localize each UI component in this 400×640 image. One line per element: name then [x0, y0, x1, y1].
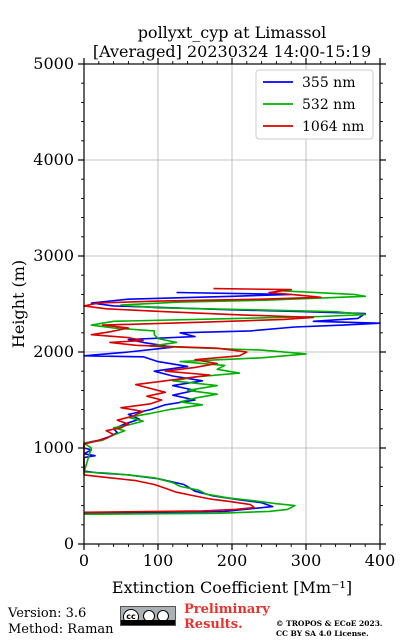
copyright-line1: © TROPOS & ECoE 2023. [276, 619, 383, 628]
y-axis-label: Height (m) [9, 260, 28, 348]
x-tick-label: 200 [217, 551, 248, 570]
chart-title-line2: [Averaged] 20230324 14:00-15:19 [93, 42, 371, 61]
preliminary-line1: Preliminary [184, 602, 270, 617]
legend-box [255, 69, 374, 140]
extinction-profile-chart: pollyxt_cyp at Limassol [Averaged] 20230… [9, 23, 395, 597]
x-tick-label: 0 [79, 551, 89, 570]
y-tick-label: 0 [64, 534, 74, 553]
y-tick-label: 1000 [33, 438, 74, 457]
legend-label: 532 nm [302, 97, 355, 113]
method-text: Method: Raman [8, 622, 114, 637]
y-tick-label: 4000 [33, 150, 74, 169]
chart-title-line1: pollyxt_cyp at Limassol [138, 23, 327, 42]
cc-by-sa-icon: cc [120, 606, 176, 626]
legend-label: 1064 nm [302, 119, 364, 135]
version-text: Version: 3.6 [8, 606, 87, 621]
x-axis-label: Extinction Coefficient [Mm⁻¹] [112, 578, 352, 597]
series-line-532-nm [83, 289, 367, 515]
series-layer [83, 287, 381, 515]
y-tick-label: 2000 [33, 342, 74, 361]
x-tick-label: 100 [143, 551, 174, 570]
legend-label: 355 nm [302, 75, 355, 91]
footer-info: Version: 3.6 Method: Raman [8, 606, 114, 638]
preliminary-line2: Results. [184, 617, 243, 632]
legend: 355 nm 532 nm 1064 nm [255, 69, 374, 140]
preliminary-notice: Preliminary Results. [184, 602, 270, 632]
y-tick-label: 5000 [33, 54, 74, 73]
copyright-line2: CC BY SA 4.0 License. [276, 629, 369, 638]
x-tick-label: 400 [365, 551, 396, 570]
badge-strip [121, 620, 175, 625]
series-line-1064-nm [83, 287, 322, 514]
y-tick-label: 3000 [33, 246, 74, 265]
copyright-notice: © TROPOS & ECoE 2023. CC BY SA 4.0 Licen… [276, 619, 383, 639]
x-tick-label: 300 [291, 551, 322, 570]
